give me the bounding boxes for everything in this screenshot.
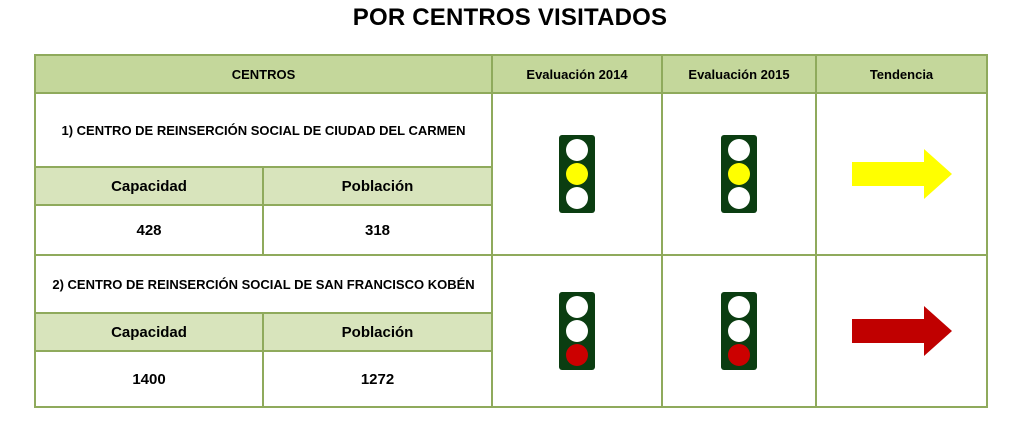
center-name: 1) CENTRO DE REINSERCIÓN SOCIAL DE CIUDA… bbox=[34, 92, 493, 168]
header-eval-2015: Evaluación 2015 bbox=[661, 54, 817, 94]
eval-2015-cell bbox=[661, 92, 817, 256]
poblacion-label: Población bbox=[262, 166, 493, 206]
header-centros: CENTROS bbox=[34, 54, 493, 94]
eval-2014-cell bbox=[491, 254, 663, 408]
poblacion-label: Población bbox=[262, 312, 493, 352]
header-eval-2014: Evaluación 2014 bbox=[491, 54, 663, 94]
traffic-light-icon bbox=[721, 292, 757, 370]
centers-table: CENTROS Evaluación 2014 Evaluación 2015 … bbox=[34, 54, 988, 408]
right-arrow-icon bbox=[851, 306, 952, 356]
traffic-light-icon bbox=[721, 135, 757, 213]
poblacion-value: 1272 bbox=[262, 350, 493, 408]
tendencia-cell bbox=[815, 92, 988, 256]
capacidad-label: Capacidad bbox=[34, 312, 264, 352]
eval-2015-cell bbox=[661, 254, 817, 408]
eval-2014-cell bbox=[491, 92, 663, 256]
traffic-light-icon bbox=[559, 292, 595, 370]
header-tendencia: Tendencia bbox=[815, 54, 988, 94]
center-name: 2) CENTRO DE REINSERCIÓN SOCIAL DE SAN F… bbox=[34, 254, 493, 314]
tendencia-cell bbox=[815, 254, 988, 408]
page-title: POR CENTROS VISITADOS bbox=[352, 4, 668, 31]
capacidad-value: 1400 bbox=[34, 350, 264, 408]
poblacion-value: 318 bbox=[262, 204, 493, 256]
right-arrow-icon bbox=[851, 149, 952, 199]
capacidad-label: Capacidad bbox=[34, 166, 264, 206]
capacidad-value: 428 bbox=[34, 204, 264, 256]
traffic-light-icon bbox=[559, 135, 595, 213]
